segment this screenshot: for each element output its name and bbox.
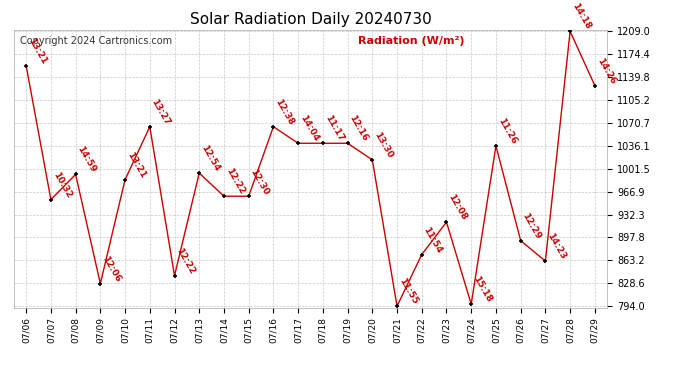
Text: 14:04: 14:04 <box>298 114 320 143</box>
Point <box>243 193 254 199</box>
Text: 12:38: 12:38 <box>273 98 295 127</box>
Point <box>317 140 328 146</box>
Point <box>194 170 205 176</box>
Text: 12:16: 12:16 <box>348 114 370 143</box>
Point <box>169 273 180 279</box>
Text: 11:55: 11:55 <box>397 277 419 306</box>
Text: 12:22: 12:22 <box>175 246 197 276</box>
Point <box>466 301 477 307</box>
Text: 14:18: 14:18 <box>570 2 592 32</box>
Point <box>441 219 452 225</box>
Point <box>342 140 353 146</box>
Text: 10:32: 10:32 <box>51 170 73 200</box>
Text: 12:30: 12:30 <box>248 167 270 196</box>
Text: 12:06: 12:06 <box>100 255 122 284</box>
Text: 13:27: 13:27 <box>150 97 172 127</box>
Text: 13:30: 13:30 <box>373 130 395 160</box>
Title: Solar Radiation Daily 20240730: Solar Radiation Daily 20240730 <box>190 12 431 27</box>
Point <box>293 140 304 146</box>
Text: 12:22: 12:22 <box>224 167 246 196</box>
Point <box>144 124 155 130</box>
Point <box>219 193 230 199</box>
Text: 11:17: 11:17 <box>323 114 345 143</box>
Point <box>515 238 526 244</box>
Point <box>391 303 402 309</box>
Point <box>416 252 427 258</box>
Point <box>268 124 279 130</box>
Point <box>564 28 575 34</box>
Point <box>46 196 57 202</box>
Text: 11:26: 11:26 <box>496 117 518 146</box>
Text: Copyright 2024 Cartronics.com: Copyright 2024 Cartronics.com <box>20 36 172 45</box>
Point <box>95 280 106 286</box>
Text: 11:54: 11:54 <box>422 225 444 255</box>
Point <box>589 82 600 88</box>
Point <box>21 63 32 69</box>
Point <box>540 258 551 264</box>
Text: 12:08: 12:08 <box>446 193 469 222</box>
Point <box>70 171 81 177</box>
Text: 14:23: 14:23 <box>545 232 568 261</box>
Point <box>367 157 378 163</box>
Text: Radiation (W/m²): Radiation (W/m²) <box>358 36 464 45</box>
Point <box>491 143 502 149</box>
Text: 12:29: 12:29 <box>521 211 543 241</box>
Text: 13:21: 13:21 <box>125 150 147 180</box>
Text: 14:26: 14:26 <box>595 56 617 86</box>
Point <box>119 177 130 183</box>
Text: 15:18: 15:18 <box>471 275 493 304</box>
Text: 13:21: 13:21 <box>26 36 48 66</box>
Text: 12:54: 12:54 <box>199 144 221 173</box>
Text: 14:59: 14:59 <box>76 145 98 174</box>
